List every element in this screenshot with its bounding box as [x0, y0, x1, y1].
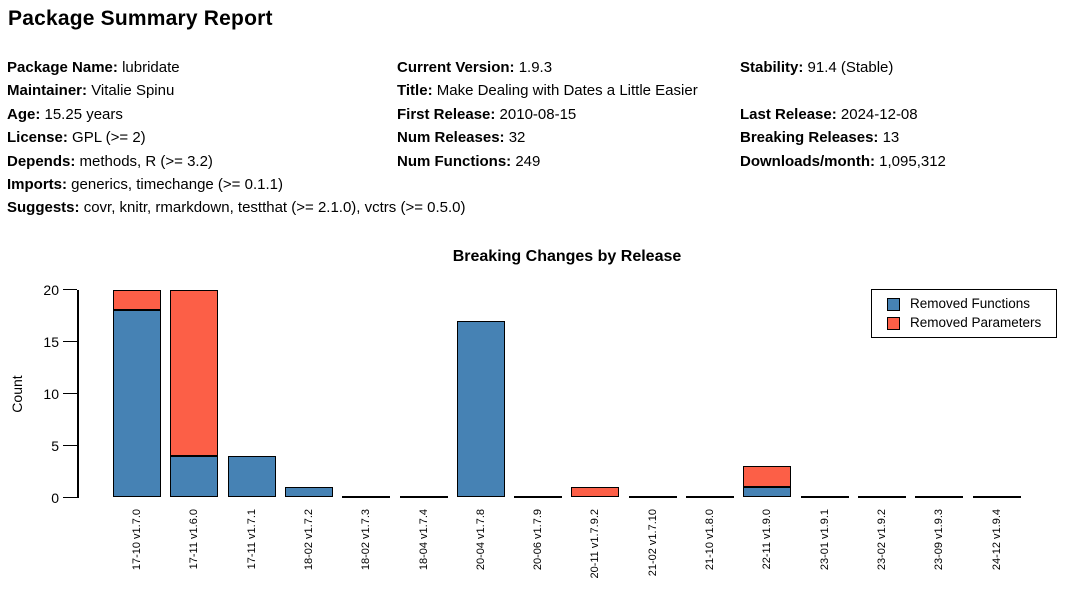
- meta-row: Package Name: lubridate: [7, 59, 180, 76]
- x-tick-label: 18-02 v1.7.3: [360, 509, 373, 571]
- x-tick-label: 23-01 v1.9.1: [818, 509, 831, 571]
- metadata-column-middle: Current Version: 1.9.3 Title: Make Dealin…: [397, 56, 698, 173]
- bar-zero-line: [342, 495, 391, 498]
- bar-zero-line: [857, 495, 906, 498]
- meta-row: Maintainer: Vitalie Spinu: [7, 82, 175, 100]
- x-tick-label: 21-10 v1.8.0: [704, 509, 716, 571]
- meta-label: Maintainer:: [7, 82, 92, 100]
- legend-swatch: [887, 316, 900, 330]
- x-tick-label: 22-11 v1.9.0: [761, 509, 774, 570]
- y-tick-label: 0: [51, 489, 59, 506]
- bar-segment-removed-functions: [227, 455, 276, 498]
- meta-row: Title: Make Dealing with Dates a Little …: [397, 82, 698, 100]
- bar-segment-removed-parameters: [170, 289, 219, 456]
- bar-segment-removed-parameters: [113, 289, 161, 311]
- bar-segment-removed-functions: [743, 487, 792, 498]
- meta-label: License:: [7, 129, 73, 147]
- x-tick-label: 23-02 v1.9.2: [875, 509, 888, 571]
- meta-row: Breaking Releases: 13: [740, 129, 900, 147]
- bar-segment-removed-functions: [284, 487, 333, 498]
- meta-row: Current Version: 1.9.3: [397, 59, 553, 76]
- y-axis-label: Count: [9, 375, 25, 413]
- x-tick-label: 17-11 v1.6.0: [188, 509, 201, 570]
- meta-label: Suggests:: [7, 199, 84, 217]
- meta-label: Age:: [7, 105, 45, 123]
- meta-label: Num Functions:: [397, 152, 516, 170]
- bar-zero-line: [628, 495, 677, 498]
- y-axis-tick: [63, 392, 77, 395]
- y-axis-tick: [63, 496, 77, 499]
- meta-label: Breaking Releases:: [740, 129, 883, 147]
- legend-item: Removed Functions: [887, 297, 1050, 311]
- bar-segment-removed-parameters: [743, 466, 792, 488]
- x-tick-label: 20-04 v1.7.8: [474, 509, 487, 571]
- x-tick-label: 20-06 v1.7.9: [532, 509, 545, 571]
- bar-zero-line: [800, 495, 849, 498]
- x-tick-label: 17-10 v1.7.0: [131, 509, 143, 571]
- meta-row: Suggests: covr, knitr, rmarkdown, testth…: [7, 199, 466, 217]
- meta-row: Last Release: 2024-12-08: [740, 105, 918, 123]
- x-tick-label: 18-02 v1.7.2: [302, 509, 315, 571]
- bar-zero-line: [915, 495, 964, 498]
- x-tick-label: 24-12 v1.9.4: [990, 509, 1003, 571]
- meta-row: Age: 15.25 years: [7, 105, 123, 123]
- meta-label: Num Releases:: [397, 129, 509, 147]
- x-tick-label: 20-11 v1.7.9.2: [589, 509, 602, 579]
- x-tick-label: 17-11 v1.7.1: [245, 509, 258, 570]
- bar-zero-line: [399, 495, 448, 498]
- meta-label: Package Name:: [7, 59, 123, 76]
- meta-label: First Release:: [397, 105, 500, 123]
- y-tick-label: 10: [43, 385, 59, 402]
- meta-label: Last Release:: [740, 105, 841, 123]
- legend-item: Removed Parameters: [887, 316, 1050, 330]
- y-tick-label: 15: [43, 333, 59, 350]
- legend: Removed Functions Removed Parameters: [871, 289, 1057, 338]
- meta-row: Imports: generics, timechange (>= 0.1.1): [7, 175, 283, 193]
- y-axis-line: [77, 289, 79, 498]
- bar-zero-line: [972, 495, 1021, 498]
- meta-label: Downloads/month:: [740, 152, 880, 170]
- bar-segment-removed-functions: [113, 310, 161, 498]
- meta-label: Imports:: [7, 175, 72, 193]
- bar-zero-line: [686, 495, 734, 498]
- meta-row: First Release: 2010-08-15: [397, 105, 577, 123]
- meta-label: Stability:: [740, 59, 808, 76]
- bar-zero-line: [514, 495, 563, 498]
- y-axis-tick: [63, 340, 77, 343]
- metadata-column-right: Stability: 91.4 (Stable) Last Release: 20…: [740, 56, 946, 173]
- x-tick-label: 21-02 v1.7.10: [646, 509, 659, 577]
- meta-row: Stability: 91.4 (Stable): [740, 59, 894, 76]
- chart-title: Breaking Changes by Release: [452, 248, 682, 265]
- x-tick-label: 23-09 v1.9.3: [933, 509, 946, 571]
- y-tick-label: 5: [51, 437, 59, 454]
- bar-segment-removed-functions: [170, 455, 219, 498]
- meta-label: Title:: [397, 82, 437, 100]
- meta-row: Num Releases: 32: [397, 129, 526, 147]
- metadata-column-left: Package Name: lubridate Maintainer: Vital…: [7, 56, 466, 220]
- meta-label: Depends:: [7, 152, 80, 170]
- meta-row: Depends: methods, R (>= 3.2): [7, 152, 213, 170]
- legend-label: Removed Parameters: [910, 315, 1042, 330]
- meta-label: Current Version:: [397, 59, 519, 76]
- y-axis-tick: [63, 288, 77, 291]
- meta-row: Num Functions: 249: [397, 152, 541, 170]
- y-tick-label: 20: [43, 281, 59, 298]
- legend-label: Removed Functions: [910, 296, 1031, 311]
- y-axis-tick: [63, 444, 77, 447]
- x-tick-label: 18-04 v1.7.4: [417, 509, 430, 571]
- bar-segment-removed-parameters: [571, 487, 620, 498]
- meta-row: Downloads/month: 1,095,312: [740, 152, 946, 170]
- page-title: Package Summary Report: [8, 7, 273, 30]
- meta-row: License: GPL (>= 2): [7, 129, 146, 147]
- bar-segment-removed-functions: [456, 320, 505, 498]
- legend-swatch: [887, 297, 900, 311]
